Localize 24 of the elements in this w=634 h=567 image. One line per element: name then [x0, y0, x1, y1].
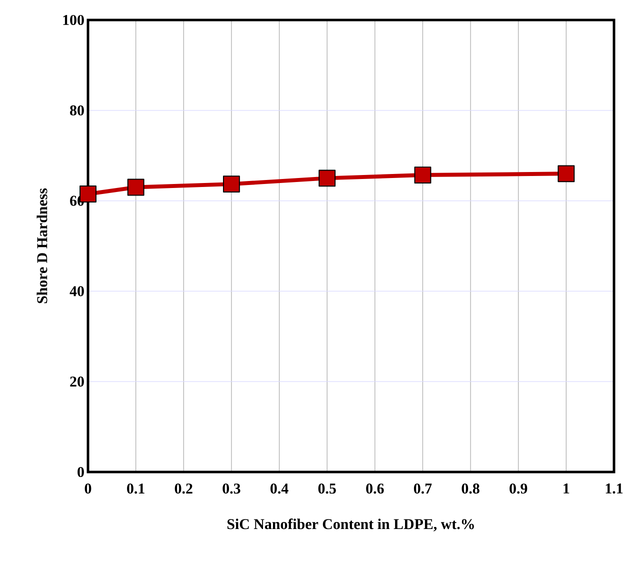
point: [127, 178, 144, 196]
x-tick-label: 0.7: [414, 484, 432, 494]
x-tick-label: 0.2: [174, 484, 192, 494]
x-tick-label: 0: [84, 484, 92, 494]
x-tick-label: 1.1: [606, 484, 623, 494]
x-tick-label: 0.5: [318, 484, 336, 494]
x-tick-label: 0.3: [222, 484, 240, 494]
y-tick-label: 40: [70, 286, 84, 296]
y-tick-label: 100: [63, 14, 84, 26]
y-tick-label: 20: [70, 376, 84, 387]
x-tick-label: 0.1: [127, 484, 144, 494]
y-tick-label: 0: [78, 466, 84, 478]
point: [318, 170, 336, 187]
x-tick-label: 0.9: [510, 484, 528, 494]
y-axis-title: Shore D Hardness: [36, 188, 48, 304]
x-axis-title: SiC Nanofiber Content in LDPE, wt.%: [227, 518, 474, 532]
x-tick-label: 0.8: [462, 484, 480, 494]
point: [558, 165, 575, 182]
x-tick-label: 0.4: [270, 484, 288, 494]
point: [222, 176, 240, 193]
point: [414, 166, 432, 184]
x-tick-label: 1: [564, 484, 570, 494]
y-tick-label: 80: [70, 105, 84, 116]
x-tick-label: 0.6: [366, 484, 384, 494]
